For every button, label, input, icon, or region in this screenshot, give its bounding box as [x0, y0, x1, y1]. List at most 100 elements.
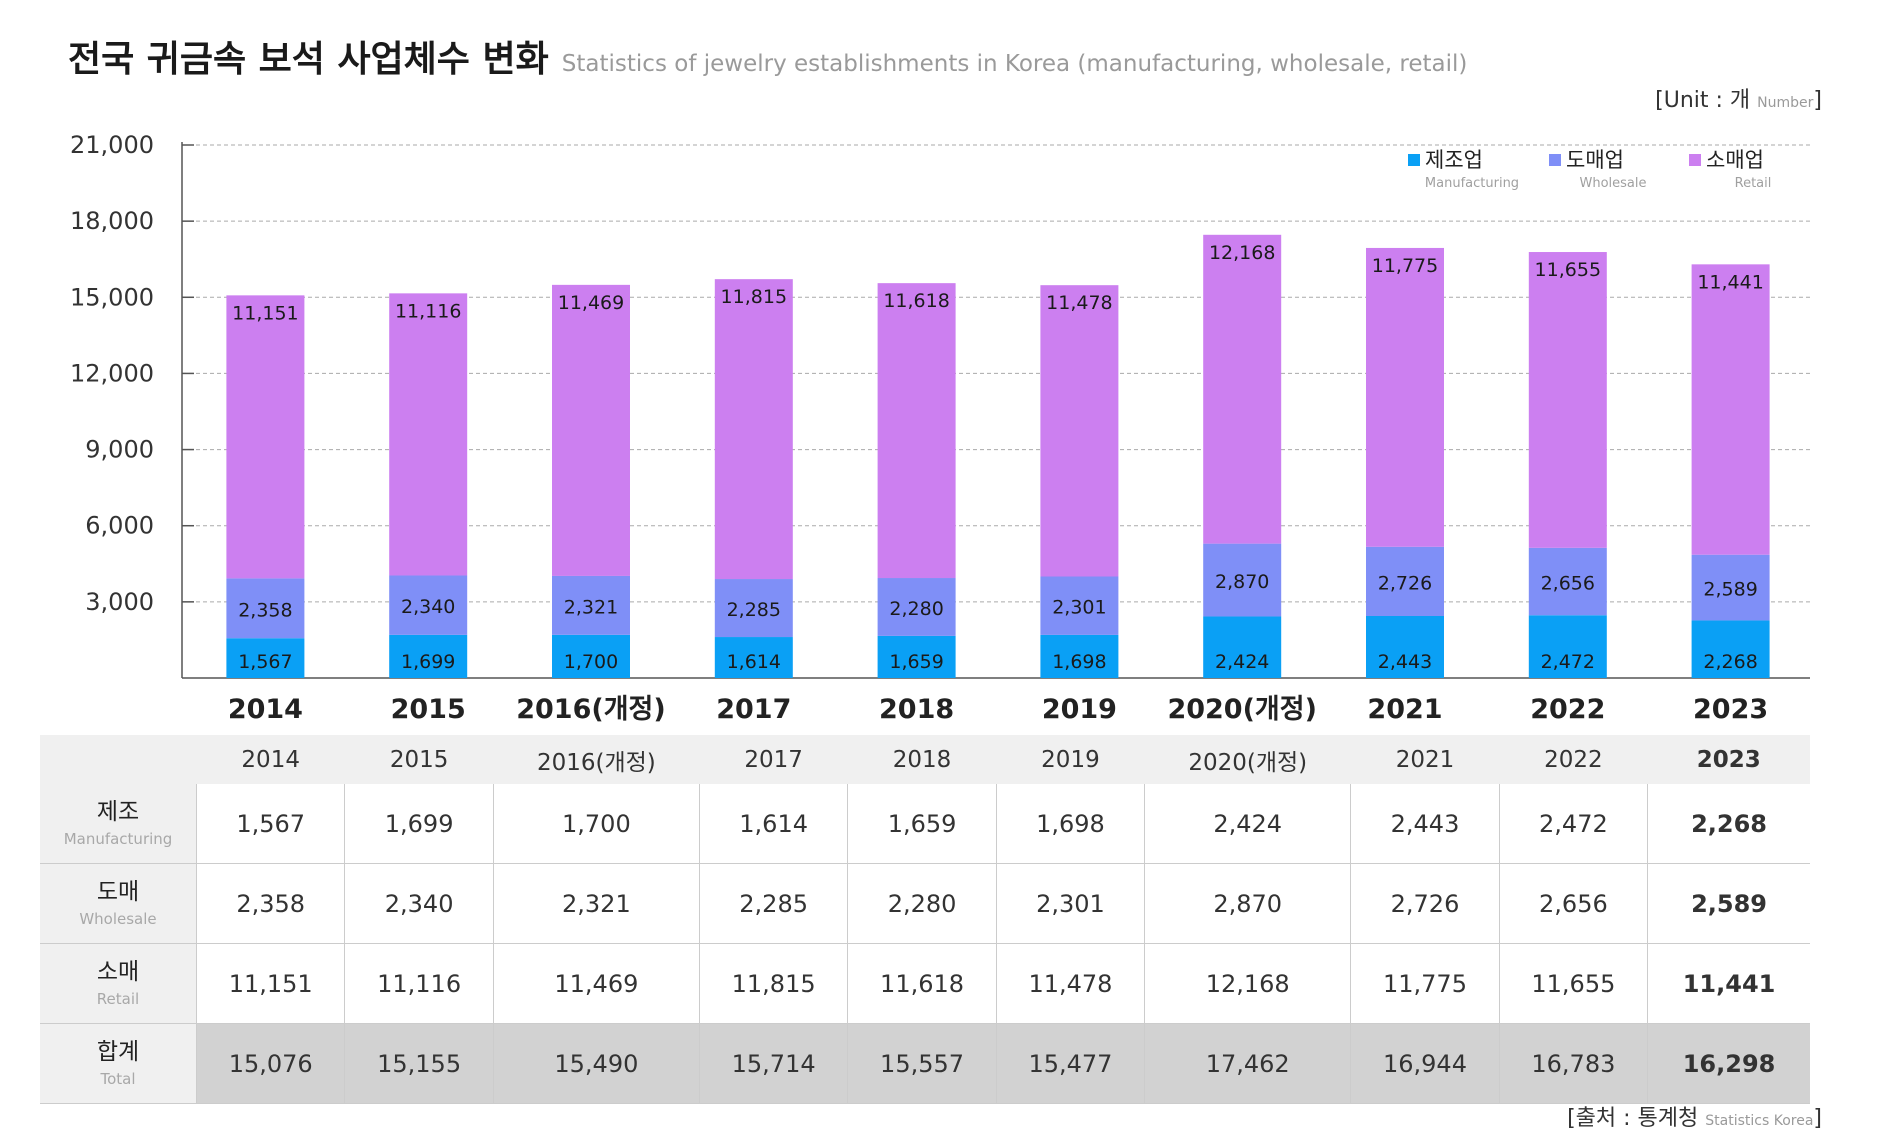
- table-cell: 11,618: [847, 943, 997, 1024]
- table-cell: 17,462: [1144, 1023, 1351, 1104]
- source-label: [출처 : 통계청 Statistics Korea]: [1567, 1100, 1822, 1132]
- data-label: 2,285: [727, 599, 781, 621]
- table-column-header: 2021: [1350, 735, 1500, 784]
- table-column-header: 2019: [996, 735, 1145, 784]
- row-header-english: Total: [100, 1070, 136, 1089]
- table-cell: 15,477: [995, 1023, 1145, 1104]
- unit-label: [Unit : 개 Number]: [1655, 82, 1822, 114]
- row-header-english: Wholesale: [79, 910, 157, 929]
- table-column-header: 2020(개정): [1144, 735, 1351, 784]
- row-header-english: Manufacturing: [63, 830, 173, 849]
- bar-segment: [552, 634, 630, 678]
- x-tick-label: 2015: [391, 694, 466, 725]
- x-tick-label: 2019: [1042, 694, 1117, 725]
- row-header-english: Retail: [96, 990, 140, 1009]
- x-tick-label: 2020(개정): [1167, 694, 1317, 725]
- table-column-header: 2018: [847, 735, 997, 784]
- bar-segment: [1691, 620, 1770, 678]
- data-label: 2,358: [238, 599, 292, 621]
- table-cell: 15,155: [344, 1023, 494, 1104]
- data-label: 11,815: [721, 286, 787, 308]
- table-row: 소매 Retail 11,151 11,116 11,469 11,815 11,618 11…: [40, 943, 1810, 1024]
- data-table: 2014 2015 2016(개정) 2017 2018 2019 2020(개정) 2021…: [40, 735, 1810, 1104]
- data-label: 2,656: [1541, 573, 1595, 595]
- table-column-header: 2015: [344, 735, 494, 784]
- bar-segment: [877, 635, 956, 678]
- table-cell: 2,472: [1498, 784, 1648, 864]
- unit-text: [Unit : 개: [1655, 88, 1758, 113]
- data-label: 11,469: [558, 292, 624, 314]
- source-close: ]: [1813, 1106, 1822, 1131]
- bar-segment: [1040, 576, 1119, 635]
- table-cell: 11,469: [492, 943, 700, 1024]
- data-label: 1,659: [889, 651, 943, 673]
- y-tick-label: 6,000: [85, 512, 154, 540]
- table-cell: 1,698: [995, 784, 1145, 864]
- table-cell: 15,076: [195, 1023, 345, 1104]
- table-cell: 2,589: [1647, 863, 1810, 944]
- table-cell: 11,478: [995, 943, 1145, 1024]
- table-cell: 11,116: [344, 943, 494, 1024]
- table-cell: 1,700: [492, 784, 700, 864]
- x-tick-label: 2016(개정): [516, 694, 666, 725]
- table-cell: 2,358: [195, 863, 345, 944]
- data-label: 11,618: [883, 290, 949, 312]
- y-tick-label: 21,000: [70, 131, 154, 159]
- data-label: 1,698: [1052, 651, 1106, 673]
- bar-segment: [226, 578, 305, 639]
- data-label: 11,655: [1535, 259, 1601, 281]
- table-row-header: 합계 Total: [40, 1023, 197, 1104]
- x-tick-label: 2014: [228, 694, 303, 725]
- row-header-korean: 소매: [96, 958, 140, 985]
- bar-segment: [1040, 285, 1119, 577]
- x-tick-label: 2022: [1530, 694, 1605, 725]
- table-cell: 2,443: [1350, 784, 1500, 864]
- legend-swatch: [1408, 154, 1420, 166]
- table-cell: 2,321: [492, 863, 700, 944]
- table-header-row: 2014 2015 2016(개정) 2017 2018 2019 2020(개정) 2021…: [40, 735, 1810, 784]
- row-header-korean: 제조: [96, 798, 140, 825]
- table-cell: 2,726: [1350, 863, 1500, 944]
- bar-segment: [1528, 252, 1607, 548]
- bar-segment: [1528, 615, 1607, 678]
- bar-segment: [1691, 264, 1770, 555]
- table-cell: 2,285: [698, 863, 848, 944]
- data-label: 2,472: [1541, 651, 1595, 673]
- data-label: 1,567: [238, 651, 292, 673]
- data-label: 2,443: [1378, 651, 1432, 673]
- table-cell: 15,490: [492, 1023, 700, 1104]
- table-cell: 2,656: [1498, 863, 1648, 944]
- x-tick-label: 2018: [879, 694, 954, 725]
- legend-label: 소매업: [1706, 148, 1764, 172]
- bar-segment: [1203, 616, 1282, 678]
- table-cell: 2,268: [1647, 784, 1810, 864]
- table-cell: 15,714: [698, 1023, 848, 1104]
- unit-close: ]: [1813, 88, 1822, 113]
- table-cell: 1,699: [344, 784, 494, 864]
- data-label: 11,775: [1372, 255, 1438, 277]
- stacked-bar-chart: 3,000 6,000 9,000 12,000 15,000 18,000 21,000 1…: [70, 131, 1810, 725]
- y-tick-label: 9,000: [85, 436, 154, 464]
- table-column-header: 2014: [196, 735, 345, 784]
- bar-segment: [1203, 234, 1282, 544]
- legend-sublabel: Retail: [1735, 176, 1772, 191]
- data-label: 11,151: [232, 302, 298, 324]
- table-row: 도매 Wholesale 2,358 2,340 2,321 2,285 2,280 2,30…: [40, 863, 1810, 944]
- legend-sublabel: Wholesale: [1579, 176, 1646, 191]
- table-cell: 16,783: [1498, 1023, 1648, 1104]
- data-label: 2,340: [401, 596, 455, 618]
- unit-small: Number: [1757, 95, 1814, 111]
- bar-segment: [552, 284, 630, 576]
- table-cell: 2,301: [995, 863, 1145, 944]
- title-subtitle: Statistics of jewelry establishments in …: [561, 51, 1468, 77]
- table-cell: 15,557: [847, 1023, 997, 1104]
- bar-segment: [1366, 615, 1444, 678]
- table-cell: 12,168: [1144, 943, 1351, 1024]
- table-cell: 2,280: [847, 863, 997, 944]
- data-label: 2,726: [1378, 572, 1432, 594]
- bar-segment: [1366, 247, 1444, 547]
- bar-segment: [1366, 546, 1444, 616]
- table-cell: 11,655: [1498, 943, 1648, 1024]
- legend-sublabel: Manufacturing: [1425, 176, 1519, 191]
- table-column-header: 2016(개정): [493, 735, 700, 784]
